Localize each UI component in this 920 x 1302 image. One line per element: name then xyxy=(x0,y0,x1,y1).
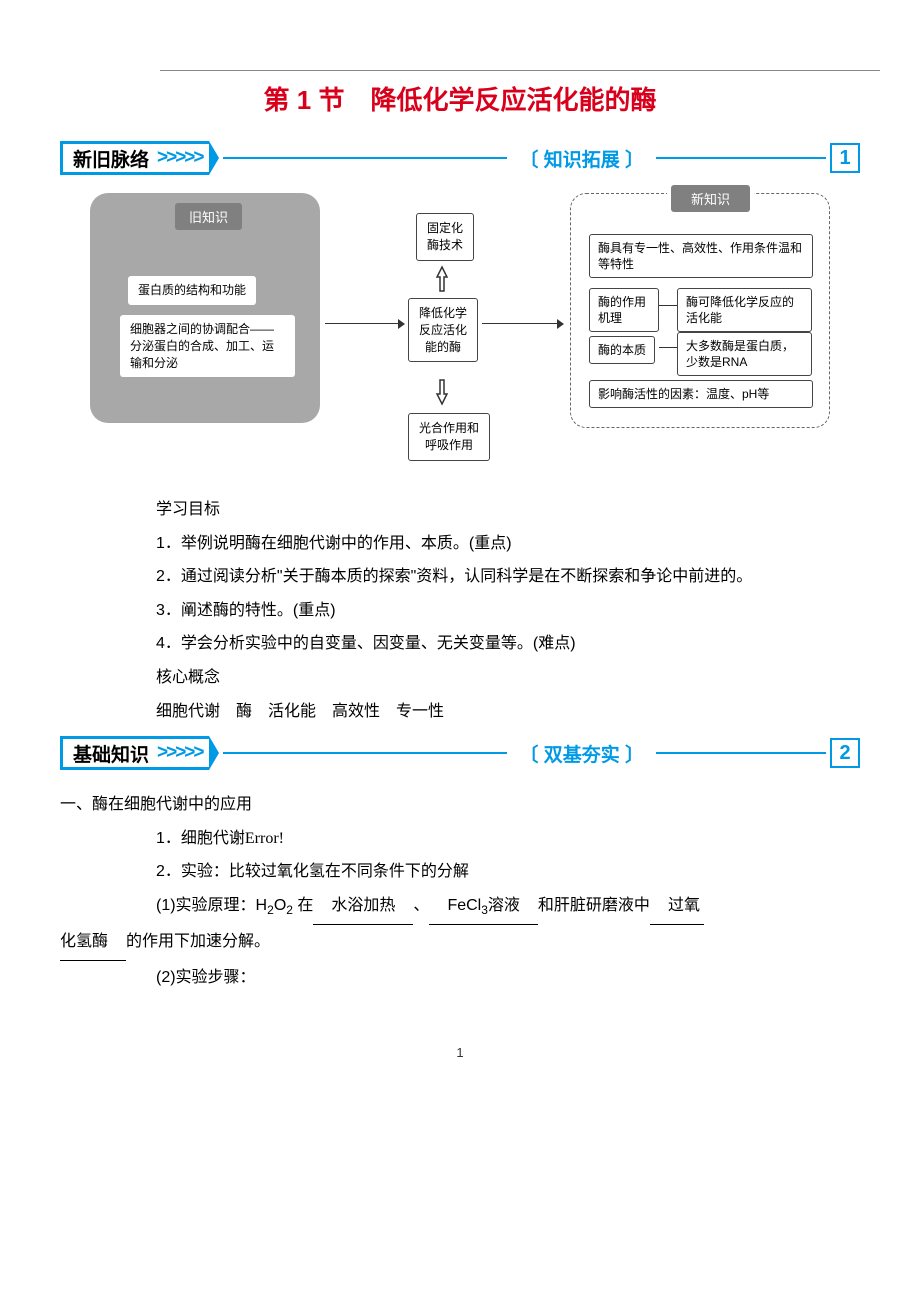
arrow-down-icon xyxy=(436,378,448,406)
mid-top-box: 固定化 酶技术 xyxy=(416,213,474,261)
l3b-tail: 的作用下加速分解。 xyxy=(126,933,270,950)
connector-3 xyxy=(659,347,677,348)
header-rule xyxy=(223,157,508,159)
blank-2: FeCl3溶液 xyxy=(429,889,537,925)
old-item-2: 细胞器之间的协调配合——分泌蛋白的合成、加工、运输和分泌 xyxy=(120,315,295,377)
part-a-line2: 2．实验：比较过氧化氢在不同条件下的分解 xyxy=(156,855,860,889)
line1-prefix: 1．细胞代谢 xyxy=(156,830,245,847)
goal-2: 2．通过阅读分析"关于酶本质的探索"资料，认同科学是在不断探索和争论中前进的。 xyxy=(156,560,840,594)
old-item-1: 蛋白质的结构和功能 xyxy=(128,276,256,305)
new-item-4: 影响酶活性的因素：温度、pH等 xyxy=(589,380,813,408)
core-concepts: 细胞代谢 酶 活化能 高效性 专一性 xyxy=(156,695,840,729)
mid-center-box: 降低化学 反应活化 能的酶 xyxy=(408,298,478,362)
mid-bottom-box: 光合作用和 呼吸作用 xyxy=(408,413,490,461)
part-a-line3: (1)实验原理：H2O2 在水浴加热、FeCl3溶液和肝脏研磨液中过氧 xyxy=(156,889,860,925)
goal-4: 4．学会分析实验中的自变量、因变量、无关变量等。(难点) xyxy=(156,627,840,661)
goal-3: 3．阐述酶的特性。(重点) xyxy=(156,594,840,628)
new-item-3a: 酶的本质 xyxy=(589,336,655,364)
new-knowledge-label: 新知识 xyxy=(671,185,750,212)
page-title: 第 1 节 降低化学反应活化能的酶 xyxy=(60,80,860,117)
l3-u2a: FeCl xyxy=(447,897,481,914)
core-heading: 核心概念 xyxy=(156,661,840,695)
section-2-header: 基础知识 >>>>> 〔 双基夯实 〕 2 xyxy=(60,736,860,770)
blank-3b: 化氢酶 xyxy=(60,925,126,961)
knowledge-diagram: 旧知识 蛋白质的结构和功能 细胞器之间的协调配合——分泌蛋白的合成、加工、运输和… xyxy=(90,193,830,473)
goals-heading: 学习目标 xyxy=(156,493,840,527)
arrow-old-to-mid xyxy=(325,323,403,324)
l3-p4: 、 xyxy=(413,897,429,914)
new-knowledge-panel: 新知识 酶具有专一性、高效性、作用条件温和等特性 酶的作用机理 酶可降低化学反应… xyxy=(570,193,830,428)
new-knowledge-label-wrap: 新知识 xyxy=(667,183,754,214)
tag-text: 基础知识 xyxy=(73,740,149,767)
header-rule-right xyxy=(656,157,826,159)
page-number: 1 xyxy=(60,1045,860,1060)
part-a-content: 一、酶在细胞代谢中的应用 1．细胞代谢Error! 2．实验：比较过氧化氢在不同… xyxy=(60,788,860,994)
new-item-3b: 大多数酶是蛋白质，少数是RNA xyxy=(677,332,812,376)
section-1-number: 1 xyxy=(830,143,860,173)
section-1-header: 新旧脉络 >>>>> 〔 知识拓展 〕 1 xyxy=(60,141,860,175)
arrow-mid-to-new xyxy=(482,323,562,324)
part-a-line1: 1．细胞代谢Error! xyxy=(156,822,860,856)
error-text: Error! xyxy=(245,830,284,847)
l3-p2: O xyxy=(274,897,286,914)
blank-3a: 过氧 xyxy=(650,889,704,925)
chevron-icon: >>>>> xyxy=(157,147,202,169)
l3-p1: (1)实验原理：H xyxy=(156,897,267,914)
section-2-tag: 基础知识 >>>>> xyxy=(60,736,209,770)
tag-text: 新旧脉络 xyxy=(73,145,149,172)
l3-sub1: 2 xyxy=(267,903,274,917)
connector-2 xyxy=(659,305,677,306)
section-2-number: 2 xyxy=(830,738,860,768)
l3-sub2: 2 xyxy=(286,903,293,917)
l3-p3: 在 xyxy=(293,897,313,914)
arrow-up-icon xyxy=(436,265,448,293)
goal-1: 1．举例说明酶在细胞代谢中的作用、本质。(重点) xyxy=(156,527,840,561)
section-1-tag: 新旧脉络 >>>>> xyxy=(60,141,209,175)
section-1-bracket: 〔 知识拓展 〕 xyxy=(515,145,648,172)
new-item-2b: 酶可降低化学反应的活化能 xyxy=(677,288,812,332)
section-2-bracket: 〔 双基夯实 〕 xyxy=(515,740,648,767)
new-item-2a: 酶的作用机理 xyxy=(589,288,659,332)
l3-p5: 和肝脏研磨液中 xyxy=(538,897,650,914)
blank-1: 水浴加热 xyxy=(313,889,413,925)
header-rule-right xyxy=(656,752,826,754)
l3-u2b: 溶液 xyxy=(488,897,520,914)
header-rule xyxy=(223,752,508,754)
part-a-heading: 一、酶在细胞代谢中的应用 xyxy=(60,788,860,822)
chevron-icon: >>>>> xyxy=(157,742,202,764)
part-a-line3b: 化氢酶的作用下加速分解。 xyxy=(60,925,860,961)
top-rule xyxy=(160,70,880,71)
part-a-line4: (2)实验步骤： xyxy=(156,961,860,995)
learning-goals-section: 学习目标 1．举例说明酶在细胞代谢中的作用、本质。(重点) 2．通过阅读分析"关… xyxy=(60,493,860,728)
new-item-1: 酶具有专一性、高效性、作用条件温和等特性 xyxy=(589,234,813,278)
old-knowledge-label: 旧知识 xyxy=(175,203,242,230)
l3-u2sub: 3 xyxy=(481,903,488,917)
